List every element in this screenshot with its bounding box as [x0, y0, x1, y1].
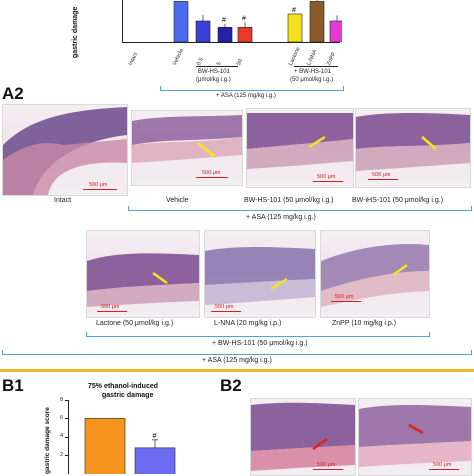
- scale-label: 500 μm: [215, 304, 234, 310]
- a2-row1-asa-label: + ASA (125 mg/kg i.g.): [246, 214, 316, 221]
- panel-a2-label: A2: [2, 84, 24, 103]
- a1-bar-50: [237, 26, 253, 42]
- b1-y-tick-label: 6: [59, 414, 63, 421]
- a2-micrograph-intact: 500 μm: [2, 104, 128, 196]
- a1-x-axis: [122, 42, 340, 43]
- scale-label: 500 μm: [317, 174, 336, 180]
- a2-caption-bw-hs-101: BW-HS-101 (50 μmol/kg i.g.): [244, 197, 334, 204]
- a1-bar-lactone: [287, 13, 303, 42]
- scale-bar: [196, 177, 228, 178]
- panel-b1-label: B1: [2, 376, 24, 395]
- b2-micrograph-1: 500 μm: [250, 398, 356, 476]
- b1-y-tick: [65, 436, 68, 438]
- a2-row2-bw-label: + BW-HS-101 (50 μmol/kg i.g.): [212, 340, 308, 347]
- a2-micrograph-znpp: 500 μm: [320, 230, 430, 318]
- section-separator: [0, 369, 474, 372]
- a1-asa-bracket: [160, 86, 344, 91]
- a1-y-axis: [122, 0, 123, 42]
- a2-row2-bw-bracket: [86, 332, 430, 337]
- scale-label: 500 μm: [433, 462, 452, 468]
- a2-caption-znpp: ZnPP (10 mg/kg i.p.): [332, 320, 397, 327]
- a1-hash-mark: #: [292, 7, 296, 14]
- tissue-graphic: [205, 247, 315, 305]
- a2-micrograph-bw-ihs-101: 500 μm: [355, 108, 471, 188]
- b1-hash-mark: #: [153, 433, 157, 440]
- tissue-graphic: [359, 405, 471, 467]
- a2-caption-intact: Intact: [54, 197, 72, 204]
- tissue-graphic: [321, 243, 429, 307]
- a1-hash-mark: #: [242, 15, 246, 22]
- scale-label: 500 μm: [202, 170, 221, 176]
- scale-bar: [313, 181, 343, 182]
- b1-y-tick-label: 2: [59, 451, 63, 458]
- tissue-graphic: [3, 107, 127, 195]
- scale-label: 500 μm: [101, 304, 120, 310]
- b1-y-axis-label: gastric damage score: [44, 407, 51, 474]
- b1-y-tick-label: 8: [59, 396, 63, 403]
- a1-lnna-bracket: [294, 66, 338, 67]
- tissue-graphic: [132, 115, 242, 163]
- a2-micrograph-bw-hs-101: 500 μm: [246, 108, 354, 188]
- scale-bar: [429, 469, 459, 470]
- a1-bar-znpp: [329, 20, 342, 42]
- b1-bar-bw-hs-101: [134, 447, 176, 474]
- a1-x-tick-label: Lactone: [288, 46, 302, 67]
- a2-micrograph-lactone: 500 μm: [86, 230, 200, 318]
- a1-bar-0-5: [195, 20, 211, 42]
- a1-x-tick-label: Vehicle: [172, 47, 185, 67]
- scale-bar: [97, 311, 127, 312]
- a2-caption-bw-ihs-101: BW-iHS-101 (50 μmol/kg i.g.): [352, 197, 444, 204]
- b1-y-tick: [65, 455, 68, 457]
- a1-x-tick-label: ZnPP: [326, 51, 338, 67]
- scale-bar: [368, 179, 398, 180]
- a1-x-tick-label: Intact: [128, 51, 140, 67]
- panel-b2-label: B2: [220, 376, 242, 395]
- a2-caption-lactone: Lactone (50 μmol/kg i.g.): [96, 320, 174, 327]
- a2-caption-vehicle: Vehicle: [166, 197, 189, 204]
- b1-bars: #: [84, 418, 176, 474]
- a1-bw-group-label: BW-HS-101: [198, 69, 230, 75]
- b1-y-tick-label: 4: [59, 433, 63, 440]
- scale-label: 500 μm: [89, 182, 108, 188]
- b2-micrograph-2: 500 μm: [358, 398, 472, 476]
- scale-bar: [313, 469, 343, 470]
- scale-label: 500 μm: [335, 294, 354, 300]
- scale-label: 500 μm: [372, 172, 391, 178]
- tissue-graphic: [247, 113, 353, 169]
- tissue-graphic: [87, 253, 199, 307]
- b1-y-tick: [65, 400, 68, 401]
- a1-lnna-group-label: + BW-HS-101: [294, 69, 332, 75]
- b1-y-axis: [68, 400, 69, 474]
- a1-bw-group-unit: (μmol/kg i.g.): [196, 77, 231, 83]
- a1-bar-5: [217, 26, 233, 42]
- a1-asa-label: + ASA (125 mg/kg i.g.): [216, 93, 276, 99]
- scale-bar: [331, 301, 361, 302]
- b1-y-tick: [65, 418, 68, 420]
- tissue-graphic: [356, 113, 470, 171]
- b1-bar-vehicle: [84, 418, 126, 474]
- a2-micrograph-vehicle: 500 μm: [131, 110, 243, 186]
- a1-bars: # # #: [173, 0, 342, 42]
- a1-hash-mark: #: [222, 17, 226, 24]
- a1-y-axis-label: gastric damage: [72, 6, 79, 58]
- a2-micrograph-lnna: 500 μm: [204, 230, 316, 318]
- a2-caption-lnna: L-NNA (20 mg/kg i.p.): [214, 320, 282, 327]
- scale-label: 500 μm: [317, 462, 336, 468]
- a1-bar-vehicle: [173, 1, 189, 42]
- a1-bar-l-nna: [309, 1, 325, 42]
- scale-bar: [211, 311, 241, 312]
- a2-row2-asa-bracket: [2, 350, 472, 355]
- tissue-graphic: [251, 402, 355, 471]
- a1-x-tick-label: L-NNA: [306, 49, 319, 67]
- a1-bw-bracket: [196, 66, 238, 67]
- b1-title-line1: 75% ethanol-induced: [88, 383, 159, 390]
- a1-lnna-group-unit: (50 μmol/kg i.g.): [290, 77, 334, 83]
- scale-bar: [83, 189, 117, 190]
- a2-row2-asa-label: + ASA (125 mg/kg i.g.): [202, 357, 272, 364]
- a2-row1-asa-bracket: [128, 206, 472, 211]
- b1-title-line2: gastric damage: [102, 392, 154, 399]
